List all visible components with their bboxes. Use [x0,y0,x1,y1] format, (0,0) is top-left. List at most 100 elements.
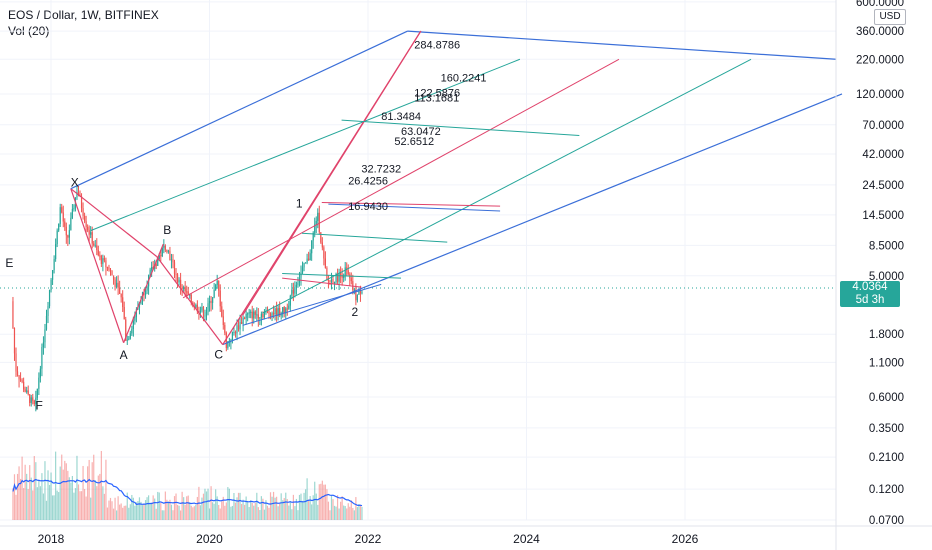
fib-level-label: 284.8786 [414,39,460,51]
volume-bar [151,502,153,520]
candle-body [280,314,282,316]
currency-button[interactable]: USD [874,9,906,25]
candle-body [132,320,134,330]
candle-body [26,390,28,392]
volume-bar [303,492,305,520]
symbol-title[interactable]: EOS / Dollar, 1W, BITFINEX [8,8,159,22]
candle-body [91,232,93,244]
volume-bar [347,503,349,520]
candle-body [266,310,269,312]
candle-body [35,397,37,404]
volume-bar [228,488,230,520]
volume-bar [221,501,223,520]
volume-bar [82,465,84,520]
candle-body [259,317,261,319]
volume-bar [317,504,319,520]
volume-bar [222,496,224,520]
candle-body [163,245,165,248]
volume-bar [123,505,125,520]
candle-body [167,250,170,252]
candle-body [15,353,17,372]
volume-bar [163,510,165,520]
time-tick-label: 2022 [355,532,382,546]
volume-bar [240,503,243,520]
pitchfork-drawing[interactable] [70,30,843,346]
grid-lines [0,0,836,521]
candle-body [216,280,218,285]
price-tick-label: 1.1000 [869,357,904,369]
volume-bar [88,459,90,520]
wave-label-f: F [36,398,43,412]
volume-bar [251,502,253,520]
volume-bar [128,507,130,520]
price-tick-label: 0.6000 [869,392,904,404]
volume-bar [288,505,290,520]
price-tick-label: 220.0000 [856,54,904,66]
candle-body [247,313,249,315]
volume-bar [26,473,28,520]
reaction-line [242,283,382,326]
volume-bar [29,465,31,520]
volume-bar [32,490,34,520]
price-tick-label: 8.5000 [869,240,904,252]
candle-body [88,230,90,235]
volume-bar [213,503,215,520]
volume-bar [70,482,72,520]
candle-body [263,312,266,318]
wave-label-b: B [163,223,171,237]
volume-bar [74,488,77,520]
pitchfork-top-line [407,30,837,60]
candle-body [286,308,288,310]
volume-bar [132,497,134,520]
wave-line [70,188,125,343]
fib-level-label: 26.4256 [348,176,388,188]
volume-bar [298,494,301,520]
candle-body [73,208,75,210]
volume-bar [210,486,212,520]
volume-bar [204,488,206,520]
volume-bar [18,466,20,520]
volume-bar [45,500,48,520]
candle-body [184,287,186,292]
time-tick-label: 2024 [513,532,540,546]
volume-bar [260,496,262,520]
candle-body [318,212,320,233]
candle-body [340,273,342,275]
candle-body [269,313,272,318]
time-axis[interactable]: 2018 2020 2022 2024 2026 [0,525,932,546]
volume-bar [285,492,287,520]
reaction-line [321,201,501,207]
candle-body [344,267,346,276]
reaction-line [341,119,580,137]
volume-bar [201,497,203,520]
candle-body [112,275,115,280]
candle-body [119,287,121,294]
candle-body [134,317,136,321]
price-tick-label: 360.0000 [856,26,904,38]
candle-body [176,274,179,283]
fib-level-label: 16.9430 [348,201,388,213]
candle-body [314,224,316,233]
candle-body [330,278,333,282]
volume-bar [358,504,360,520]
time-tick-label: 2020 [196,532,223,546]
volume-bar [327,501,330,520]
candle-body [128,338,130,340]
candle-body [189,294,191,296]
volume-bar [61,454,63,520]
volume-bar [343,505,345,520]
candle-body [53,259,55,271]
candle-body [225,332,227,348]
price-axis[interactable]: 600.0000 360.0000 220.0000 120.0000 70.0000 4… [835,0,904,550]
candle-body [277,308,279,317]
price-tick-label: 120.0000 [856,89,904,101]
volume-bar [301,500,304,520]
candle-body [135,309,138,318]
candle-body [321,242,323,248]
candle-body [146,286,148,291]
volume-bar [190,505,192,520]
volume-bar [262,498,264,520]
candle-body [50,279,52,291]
candle-body [68,230,70,238]
